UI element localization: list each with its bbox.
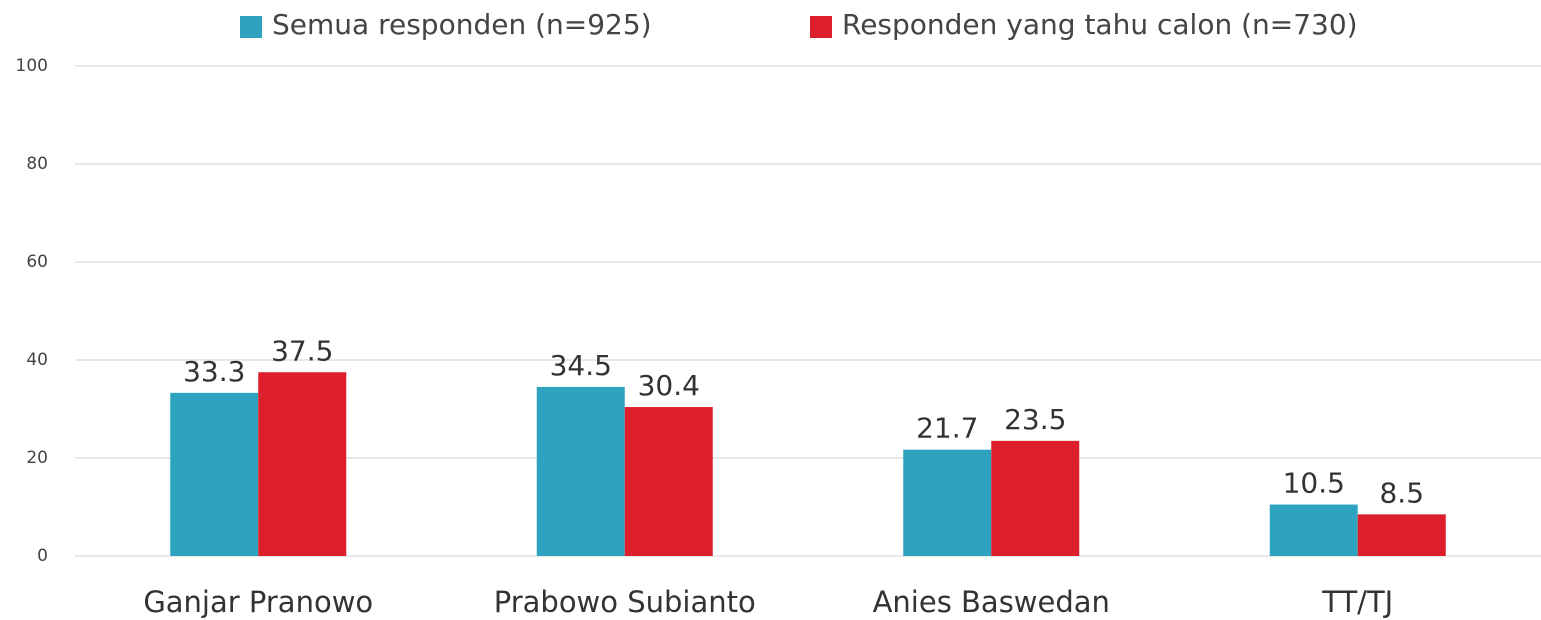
- bar: [624, 407, 713, 556]
- x-tick-label: Anies Baswedan: [873, 585, 1110, 619]
- y-tick-label: 20: [26, 448, 48, 468]
- value-label: 30.4: [638, 369, 700, 402]
- bar: [1357, 514, 1446, 556]
- value-label: 34.5: [550, 349, 612, 382]
- value-label: 21.7: [916, 412, 978, 445]
- y-tick-label: 80: [26, 154, 48, 174]
- y-tick-label: 60: [26, 252, 48, 272]
- value-label: 37.5: [271, 334, 333, 367]
- x-tick-label: Prabowo Subianto: [494, 585, 756, 619]
- value-label: 23.5: [1004, 403, 1066, 436]
- x-tick-label: Ganjar Pranowo: [143, 585, 373, 619]
- bar: [991, 440, 1080, 556]
- bar: [1269, 504, 1358, 556]
- bar: [903, 449, 992, 556]
- y-tick-label: 0: [37, 546, 48, 566]
- bar: [170, 392, 259, 556]
- bar: [536, 386, 625, 556]
- x-tick-label: TT/TJ: [1321, 585, 1393, 619]
- value-label: 33.3: [183, 355, 245, 388]
- legend-label: Responden yang tahu calon (n=730): [842, 8, 1358, 41]
- value-label: 10.5: [1283, 467, 1345, 500]
- legend-label: Semua responden (n=925): [272, 8, 652, 41]
- legend-swatch: [240, 16, 262, 38]
- y-tick-label: 40: [26, 350, 48, 370]
- y-tick-label: 100: [16, 56, 48, 76]
- bar: [258, 372, 347, 556]
- value-label: 8.5: [1379, 476, 1424, 509]
- legend-swatch: [810, 16, 832, 38]
